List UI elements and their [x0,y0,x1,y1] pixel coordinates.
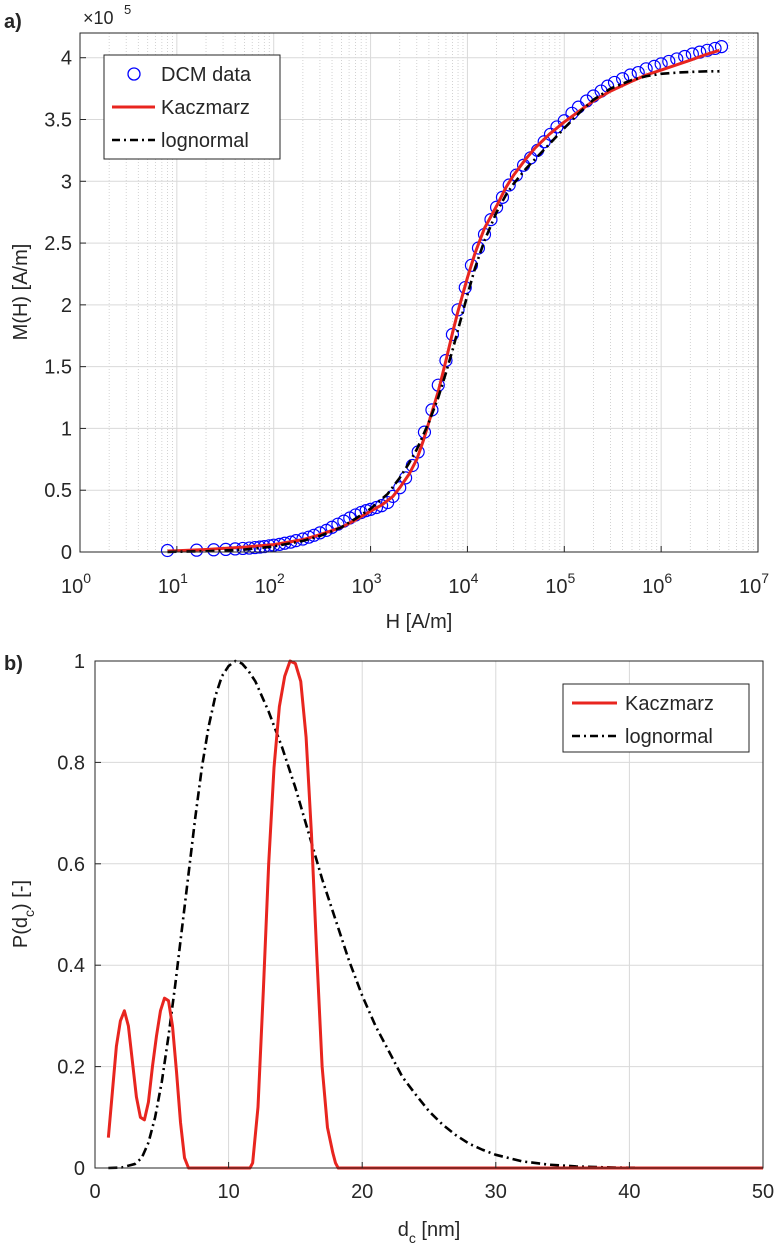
y-tick-label: 0.4 [57,955,85,977]
x-tick-label: 40 [618,1181,640,1203]
legend-dcm-label: DCM data [161,64,252,86]
panel-a-legend: DCM data Kaczmarz lognormal [103,54,281,160]
panel-b-x-ticks: 0 10 20 30 40 50 [89,1162,774,1203]
dcm-data-point [543,127,558,141]
panel-a-label: a) [4,11,22,33]
y-tick-label: 0 [61,542,72,564]
legend-b-lognormal-label: lognormal [625,726,713,748]
panel-b-y-axis-label-main: P(d [10,917,32,948]
legend-a-lognormal-label: lognormal [161,130,249,152]
x-tick-label: 102 [255,570,285,598]
panel-a: a) ×10 5 100 101 102 103 104 105 106 107 0 0.5 1 1… [4,2,769,633]
panel-a-y-axis-label: M(H) [A/m] [10,244,32,341]
y-tick-label: 3 [61,171,72,193]
y-tick-label: 4 [61,48,72,70]
panel-a-multiplier-exponent: 5 [124,2,131,17]
dcm-data-point [502,178,516,192]
x-tick-label: 103 [352,570,382,598]
x-tick-label: 0 [89,1181,100,1203]
panel-b-y-ticks: 0 0.2 0.4 0.6 0.8 1 [57,651,101,1180]
panel-b-label: b) [4,653,23,675]
panel-a-y-multiplier: ×10 5 [83,2,131,28]
dcm-data-point [700,43,714,57]
panel-a-x-ticks: 100 101 102 103 104 105 106 107 [61,546,769,598]
dcm-data-point [708,41,722,56]
panel-a-axes-box [79,32,759,553]
x-tick-label: 104 [448,570,478,598]
dcm-data-point [386,489,400,503]
panel-b-x-axis-label: dc [nm] [398,1219,461,1246]
dcm-data-point [714,39,729,54]
panel-b-legend-box [562,683,750,753]
x-tick-label: 30 [485,1181,507,1203]
x-tick-label: 10 [217,1181,239,1203]
panel-a-series [160,39,729,558]
panel-b-y-axis-label: P(dc) [-] [10,880,37,948]
panel-b-axes-box [94,660,764,1169]
legend-dcm-marker [127,67,141,81]
x-tick-label: 100 [61,570,91,598]
series-line-lognormal [167,70,720,554]
x-tick-label: 20 [351,1181,373,1203]
panel-b-legend: Kaczmarz lognormal [562,683,750,753]
panel-a-multiplier-base: ×10 [83,8,114,28]
y-tick-label: 1 [61,418,72,440]
x-tick-label: 107 [739,570,769,598]
y-tick-label: 0.5 [44,480,72,502]
panel-a-y-ticks: 0 0.5 1 1.5 2 2.5 3 3.5 4 [44,48,86,564]
y-tick-label: 1 [74,651,85,673]
series-line-lognormal [108,659,764,1170]
panel-b-y-axis-label-tail: ) [-] [10,880,32,910]
y-tick-label: 3.5 [44,110,72,132]
y-tick-label: 1.5 [44,357,72,379]
y-tick-label: 0.6 [57,854,85,876]
y-tick-label: 0.8 [57,752,85,774]
panel-b: b) 0 10 20 30 40 50 00.20.40.60.81 dc [nm] P(… [4,651,774,1246]
panel-b-x-axis-label-sub: c [409,1230,416,1246]
panel-b-y-axis-label-sub: c [21,910,37,917]
dcm-data-point [331,517,345,531]
x-tick-label: 106 [642,570,672,598]
y-tick-label: 0.2 [57,1057,85,1079]
dcm-data-point [464,258,479,272]
panel-a-x-axis-label: H [A/m] [386,611,453,633]
x-tick-label: 101 [158,570,188,598]
legend-a-kaczmarz-label: Kaczmarz [161,97,250,119]
panel-a-grid [79,33,759,553]
panel-b-x-axis-label-main: d [398,1219,409,1241]
panel-b-x-axis-label-tail: [nm] [416,1219,460,1241]
legend-b-kaczmarz-label: Kaczmarz [625,693,714,715]
y-tick-label: 2.5 [44,233,72,255]
x-tick-label: 50 [752,1181,774,1203]
y-tick-label: 0 [74,1158,85,1180]
x-tick-label: 105 [545,570,575,598]
y-tick-label: 2 [61,295,72,317]
